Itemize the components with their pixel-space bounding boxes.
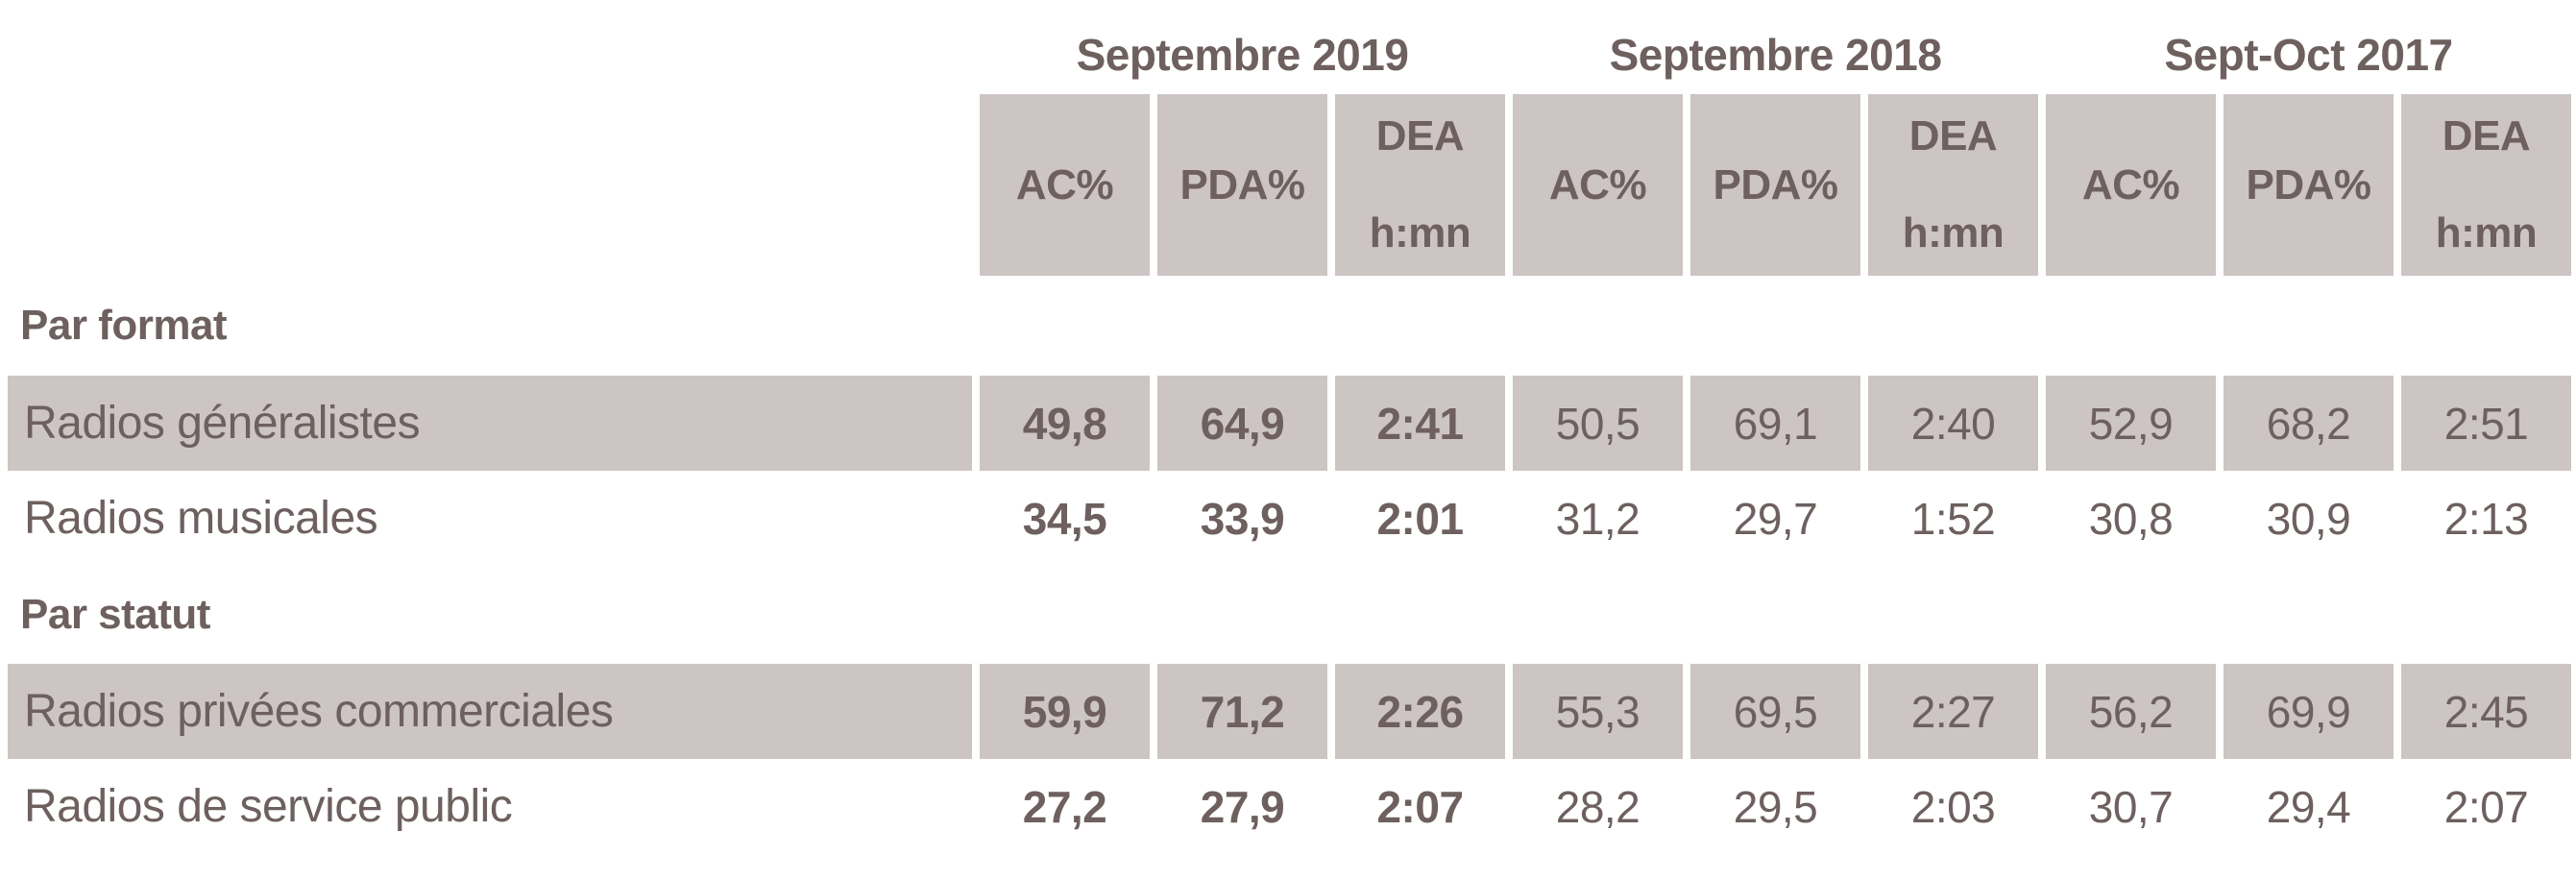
data-cell: 2:03 [1910, 781, 1996, 832]
subheader-dea-2018: DEA h:mn [1868, 94, 2038, 276]
row-label-radios-de-service-public: Radios de service public [24, 780, 513, 832]
data-cell: 34,5 [1022, 493, 1107, 544]
data-cell: 50,5 [1513, 376, 1683, 471]
subheader-dea-line2: h:mn [1902, 209, 2005, 257]
data-cell: 27,2 [1022, 781, 1107, 832]
data-cell: 30,8 [2088, 493, 2174, 544]
data-cell: 29,7 [1733, 493, 1818, 544]
data-cell: 2:51 [2401, 376, 2571, 471]
data-cell: 33,9 [1200, 493, 1285, 544]
subheader-pda-2018: PDA% [1690, 94, 1860, 276]
row-label-radios-generalistes: Radios généralistes [8, 376, 972, 471]
data-cell: 52,9 [2046, 376, 2216, 471]
data-cell: 2:27 [1868, 664, 2038, 759]
data-cell: 68,2 [2224, 376, 2394, 471]
subheader-dea-line2: h:mn [1369, 209, 1471, 257]
subheader-ac-2018: AC% [1513, 94, 1683, 276]
data-cell: 2:13 [2443, 493, 2529, 544]
data-cell: 2:07 [2443, 781, 2529, 832]
data-cell: 30,7 [2088, 781, 2174, 832]
data-cell: 55,3 [1513, 664, 1683, 759]
data-cell: 1:52 [1910, 493, 1996, 544]
data-cell: 31,2 [1555, 493, 1640, 544]
section-title-par-statut: Par statut [20, 591, 210, 638]
subheader-ac-2017: AC% [2046, 94, 2216, 276]
subheader-dea-line1: DEA [2442, 112, 2531, 159]
radio-audience-table: Septembre 2019 Septembre 2018 Sept-Oct 2… [8, 14, 2571, 832]
data-cell: 69,5 [1690, 664, 1860, 759]
group-header-septembre-2018: Septembre 2018 [1609, 29, 1942, 80]
data-cell: 29,5 [1733, 781, 1818, 832]
subheader-dea-line1: DEA [1908, 112, 1998, 159]
data-cell: 69,9 [2224, 664, 2394, 759]
subheader-dea-line1: DEA [1375, 112, 1465, 159]
subheader-spacer [8, 94, 972, 276]
data-cell: 71,2 [1157, 664, 1327, 759]
row-label-radios-privees-commerciales: Radios privées commerciales [8, 664, 972, 759]
group-header-sept-oct-2017: Sept-Oct 2017 [2164, 29, 2453, 80]
data-cell: 2:45 [2401, 664, 2571, 759]
data-cell: 2:40 [1868, 376, 2038, 471]
subheader-dea-line2: h:mn [2435, 209, 2538, 257]
data-cell: 49,8 [980, 376, 1150, 471]
subheader-dea-2019: DEA h:mn [1335, 94, 1505, 276]
data-cell: 59,9 [980, 664, 1150, 759]
data-cell: 30,9 [2266, 493, 2351, 544]
group-header-septembre-2019: Septembre 2019 [1076, 29, 1409, 80]
corner-spacer [8, 14, 972, 94]
data-cell: 27,9 [1200, 781, 1285, 832]
subheader-pda-2019: PDA% [1157, 94, 1327, 276]
subheader-ac-2019: AC% [980, 94, 1150, 276]
row-label-radios-musicales: Radios musicales [24, 492, 378, 544]
subheader-pda-2017: PDA% [2224, 94, 2394, 276]
data-cell: 29,4 [2266, 781, 2351, 832]
data-cell: 2:01 [1376, 493, 1464, 544]
section-title-par-format: Par format [20, 302, 228, 349]
data-cell: 2:07 [1376, 781, 1464, 832]
data-cell: 2:41 [1335, 376, 1505, 471]
data-cell: 56,2 [2046, 664, 2216, 759]
data-cell: 69,1 [1690, 376, 1860, 471]
data-cell: 28,2 [1555, 781, 1640, 832]
subheader-dea-2017: DEA h:mn [2401, 94, 2571, 276]
data-cell: 2:26 [1335, 664, 1505, 759]
data-cell: 64,9 [1157, 376, 1327, 471]
